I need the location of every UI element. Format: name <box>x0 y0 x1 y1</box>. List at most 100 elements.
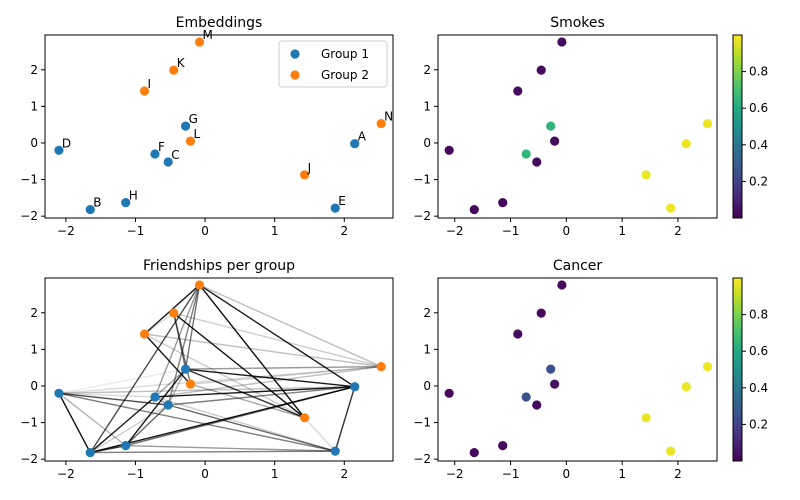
edge-B-H <box>90 444 126 454</box>
point-D <box>444 388 454 398</box>
point-F <box>521 392 531 402</box>
point-K <box>169 308 179 318</box>
legend-label: Group 1 <box>321 47 369 61</box>
point-M <box>194 37 205 47</box>
edge-A-F <box>154 386 355 398</box>
x-tick-label: 2 <box>674 224 682 238</box>
point-H <box>498 441 508 451</box>
colorbar-tick-label: 0.8 <box>749 65 768 79</box>
edge-K-I <box>144 312 175 335</box>
edge-A-D <box>58 386 355 394</box>
edge-M-B <box>89 284 201 453</box>
y-tick-label: −2 <box>20 209 38 223</box>
smokes-title: Smokes <box>550 15 605 31</box>
edge-K-J <box>173 312 306 419</box>
colorbar-tick-label: 0.6 <box>749 101 768 115</box>
point-F <box>150 392 160 402</box>
y-tick-label: −1 <box>413 416 431 430</box>
smokes-panel: Smokes −2 −1 0 1 2 −2 −1 0 1 2 0.2 0.4 0.6 0.8 <box>413 15 768 238</box>
x-tick-label: 1 <box>618 224 626 238</box>
x-tick-label: 0 <box>563 224 571 238</box>
point-G <box>546 121 556 131</box>
edge-D-H <box>58 392 127 447</box>
edge-M-A <box>199 284 356 388</box>
point-H <box>121 441 131 451</box>
cancer-colorbar: 0.2 0.4 0.6 0.8 <box>732 277 768 462</box>
point-E <box>666 203 676 213</box>
edge-A-H <box>125 386 355 447</box>
smokes-frame <box>437 34 718 219</box>
edge-J-E <box>304 417 336 452</box>
edge-L-J <box>190 383 305 419</box>
point-M <box>194 280 205 290</box>
x-tick-label: −1 <box>127 224 145 238</box>
point-D <box>54 388 64 398</box>
x-tick-label: 1 <box>271 224 279 238</box>
edge-A-C <box>168 386 355 406</box>
edge-F-E <box>154 396 336 452</box>
x-tick-label: 0 <box>201 224 209 238</box>
y-tick-label: 1 <box>30 342 38 356</box>
point-F <box>521 149 531 159</box>
point-D <box>444 145 454 155</box>
x-tick-label: 1 <box>618 467 626 481</box>
edge-M-F <box>154 284 201 398</box>
point-N <box>376 118 386 129</box>
y-tick-label: 2 <box>30 306 38 320</box>
edge-H-C <box>125 404 169 447</box>
embeddings-frame <box>44 34 394 219</box>
edge-D-F <box>58 392 155 398</box>
x-tick-label: −2 <box>57 224 75 238</box>
y-tick-label: −2 <box>413 209 431 223</box>
edge-N-G <box>185 365 382 370</box>
point-L <box>185 136 196 146</box>
y-tick-label: −1 <box>413 173 431 187</box>
y-tick-label: 1 <box>30 99 38 113</box>
edge-K-G <box>173 312 187 370</box>
point-I <box>139 86 150 96</box>
edge-M-C <box>167 284 201 406</box>
colorbar-tick-label: 0.2 <box>749 174 768 188</box>
colorbar-tick-label: 0.2 <box>749 417 768 431</box>
point-H <box>498 198 508 208</box>
point-J <box>300 170 310 180</box>
point-label-L: L <box>193 127 200 141</box>
point-label-B: B <box>93 196 101 210</box>
point-A <box>350 382 360 392</box>
colorbar-tick-label: 0.4 <box>749 138 768 152</box>
legend-box <box>278 40 388 88</box>
edge-M-G <box>184 284 201 370</box>
point-G <box>546 364 556 374</box>
x-tick-label: −1 <box>127 467 145 481</box>
x-tick-label: 2 <box>340 467 348 481</box>
legend-marker <box>290 49 300 59</box>
point-B <box>469 447 479 458</box>
point-C <box>163 157 173 167</box>
edge-M-N <box>199 284 382 368</box>
edge-I-N <box>144 333 382 368</box>
point-label-N: N <box>384 110 393 124</box>
y-tick-label: 2 <box>423 306 431 320</box>
point-C <box>532 157 542 167</box>
colorbar-tick-label: 0.6 <box>749 344 768 358</box>
y-tick-label: −2 <box>413 452 431 466</box>
edge-G-C <box>167 368 187 406</box>
point-J <box>641 170 651 180</box>
edge-K-N <box>173 312 382 368</box>
edge-N-F <box>154 365 382 398</box>
edge-C-E <box>168 404 336 452</box>
point-C <box>532 400 542 410</box>
y-tick-label: 1 <box>423 342 431 356</box>
point-label-I: I <box>148 77 152 91</box>
x-tick-label: 2 <box>674 467 682 481</box>
point-E <box>666 446 676 456</box>
edge-A-E <box>334 386 356 452</box>
point-A <box>350 139 360 149</box>
y-tick-label: 0 <box>423 136 431 150</box>
point-label-E: E <box>338 194 346 208</box>
x-tick-label: 0 <box>201 467 209 481</box>
edge-H-E <box>125 444 336 452</box>
point-D <box>54 145 64 155</box>
friendships-panel: Friendships per group −2 −1 0 1 2 −2 −1 0 1 2 <box>20 258 394 481</box>
point-G <box>180 121 191 131</box>
